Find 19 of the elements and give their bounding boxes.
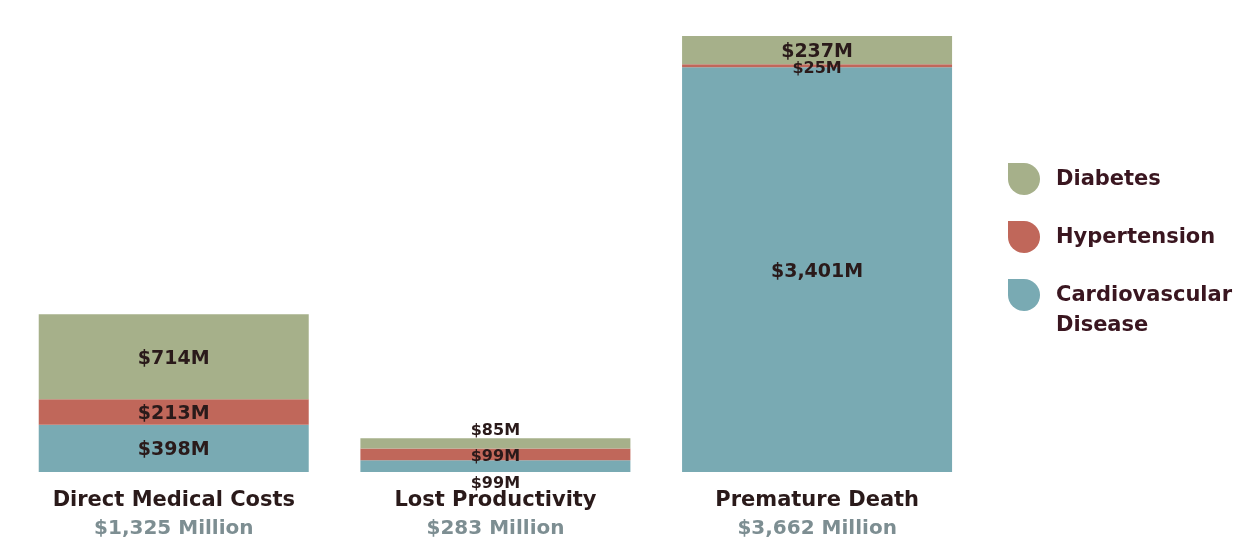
data-label: $237M [781,39,853,62]
total-label: $283 Million [426,515,565,539]
data-label: $99M [470,446,521,466]
bar [360,438,631,449]
legend-label: Diabetes [1056,165,1162,192]
data-label: $398M [137,437,210,460]
bar [38,424,309,472]
data-label: $213M [137,400,210,423]
x-tick-label: Premature Death [715,487,920,511]
total-label: $1,325 Million [94,515,254,539]
data-label: $3,401M [770,258,864,281]
data-label: $85M [470,420,521,440]
bar [38,399,309,425]
legend-label: Cardiovascular Disease [1056,281,1234,338]
x-tick-label: Direct Medical Costs [52,487,296,511]
total-label: $3,662 Million [737,515,897,539]
bar [38,314,309,400]
legend-label: Hypertension [1056,223,1217,250]
data-label: $714M [137,345,210,368]
